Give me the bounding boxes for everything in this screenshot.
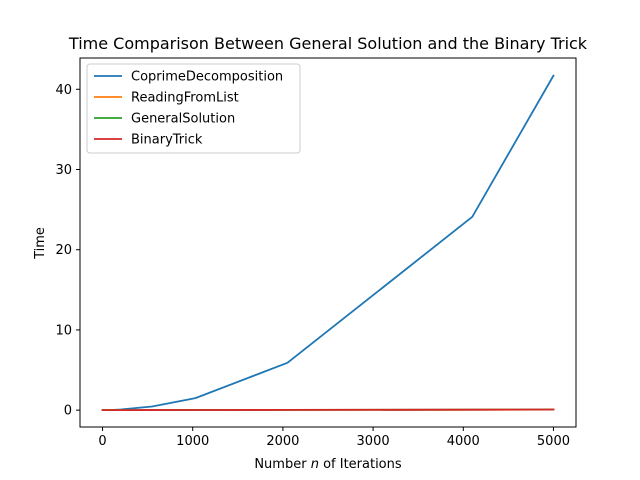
y-tick-label: 0: [64, 404, 72, 419]
x-tick-label: 4000: [447, 434, 480, 449]
legend-label-reading-from-list: ReadingFromList: [131, 91, 239, 106]
plot-frame: [79, 57, 577, 428]
x-axis-label-prefix: Number: [254, 457, 310, 472]
x-axis-label-suffix: of Iterations: [319, 457, 402, 472]
x-tick-label: 0: [98, 434, 106, 449]
legend-label-coprime-decomposition: CoprimeDecomposition: [131, 70, 283, 85]
x-tick-label: 1000: [176, 434, 209, 449]
legend-label-binary-trick: BinaryTrick: [131, 133, 203, 148]
series-lines: [101, 74, 555, 412]
series-line-binary-trick: [101, 408, 555, 412]
x-axis-label: Number n of Iterations: [254, 457, 402, 472]
x-tick-label: 3000: [357, 434, 390, 449]
y-tick-label: 30: [55, 163, 72, 178]
x-tick-label: 5000: [537, 434, 570, 449]
legend: CoprimeDecomposition ReadingFromList Gener…: [86, 63, 301, 154]
y-axis-label: Time: [33, 227, 48, 260]
x-axis-label-variable: n: [311, 457, 319, 472]
chart-title: Time Comparison Between General Solution…: [68, 34, 588, 53]
y-tick-label: 10: [55, 323, 72, 338]
legend-box: [86, 63, 301, 154]
legend-label-general-solution: GeneralSolution: [131, 112, 235, 127]
axis-ticks: 0 1000 2000 3000 4000 5000 0 10 20 30 40: [55, 83, 570, 449]
y-tick-label: 20: [55, 243, 72, 258]
y-tick-label: 40: [55, 83, 72, 98]
x-tick-label: 2000: [266, 434, 299, 449]
